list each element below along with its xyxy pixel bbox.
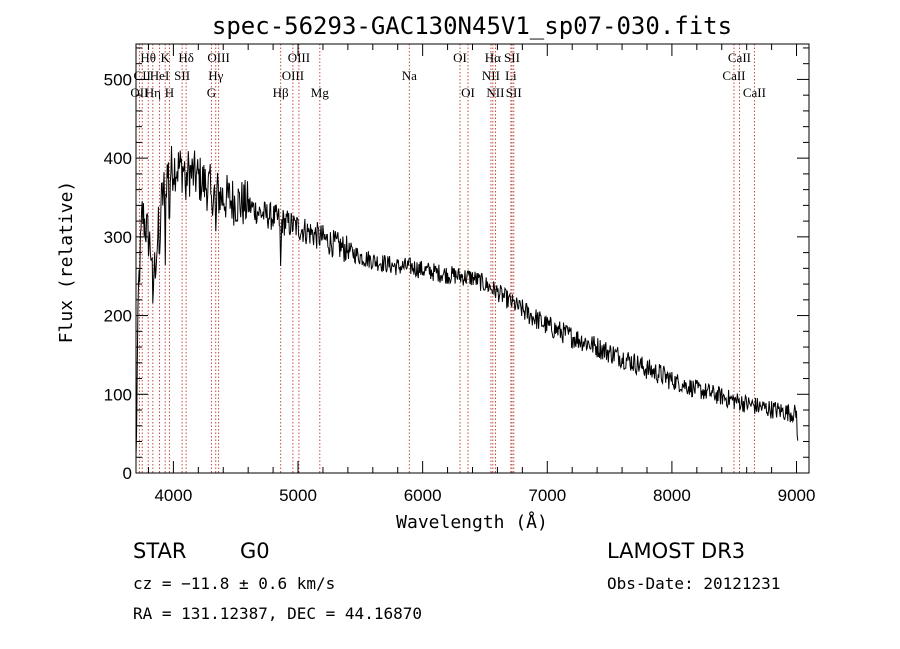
spectral-line-label: NII (486, 85, 504, 100)
x-axis-label: Wavelength (Å) (396, 511, 548, 533)
spectral-line-label: OIII (288, 50, 310, 65)
y-tick-label: 400 (104, 149, 132, 168)
y-tick-label: 0 (123, 464, 132, 483)
flux-series-line (135, 145, 799, 458)
x-axis-ticks: 4000 5000 6000 7000 8000 9000 (147, 44, 816, 505)
observation-date: Obs-Date: 20121231 (607, 574, 780, 593)
spectral-line-label: OIII (282, 68, 304, 83)
spectral-line-label: SII (504, 50, 520, 65)
x-tick-label: 8000 (653, 486, 691, 505)
x-tick-label: 6000 (404, 486, 442, 505)
spectral-line-label: OI (461, 85, 475, 100)
y-axis-ticks: 0 100 200 300 400 500 (104, 47, 809, 483)
spectral-line-label: Li (505, 68, 517, 83)
spectral-line-label: Hθ (140, 50, 156, 65)
spectral-line-label: G (207, 85, 216, 100)
redshift-velocity: cz = −11.8 ± 0.6 km/s (133, 574, 335, 593)
spectral-line-label: CaII (722, 68, 745, 83)
chart-title: spec-56293-GAC130N45V1_sp07-030.fits (212, 12, 732, 40)
spectral-line-label: Na (402, 68, 417, 83)
spectral-line-label: SII (506, 85, 522, 100)
spectral-line-markers (138, 44, 755, 473)
spectral-line-label: H (165, 85, 174, 100)
spectral-line-label: HeI (150, 68, 170, 83)
spectral-line-label: NII (482, 68, 500, 83)
spectral-line-label: Hβ (273, 85, 289, 100)
y-tick-label: 300 (104, 228, 132, 247)
spectral-line-label: Hη (145, 85, 161, 100)
x-tick-label: 4000 (154, 486, 192, 505)
object-class: STAR (133, 539, 186, 563)
plot-frame (135, 43, 810, 474)
x-tick-label: 9000 (778, 486, 816, 505)
spectral-line-label: CaII (743, 85, 766, 100)
spectral-line-label: Mg (311, 85, 330, 100)
y-tick-label: 500 (104, 70, 132, 89)
spectral-line-label: Hα (485, 50, 501, 65)
object-subclass: G0 (240, 539, 270, 563)
spectral-line-label: OI (453, 50, 467, 65)
spectral-line-label: Hδ (178, 50, 194, 65)
spectral-line-label: K (160, 50, 170, 65)
coordinates: RA = 131.12387, DEC = 44.16870 (133, 604, 422, 623)
x-tick-label: 7000 (528, 486, 566, 505)
survey-name: LAMOST DR3 (607, 539, 745, 563)
spectral-line-label: CaII (728, 50, 751, 65)
y-tick-label: 200 (104, 307, 132, 326)
spectral-line-label: Hγ (208, 68, 223, 83)
y-tick-label: 100 (104, 385, 132, 404)
spectral-line-label: OII (130, 85, 148, 100)
spectral-line-label: OIII (207, 50, 229, 65)
spectral-line-label: SII (174, 68, 190, 83)
x-tick-label: 5000 (279, 486, 317, 505)
y-axis-label: Flux (relative) (56, 181, 77, 344)
